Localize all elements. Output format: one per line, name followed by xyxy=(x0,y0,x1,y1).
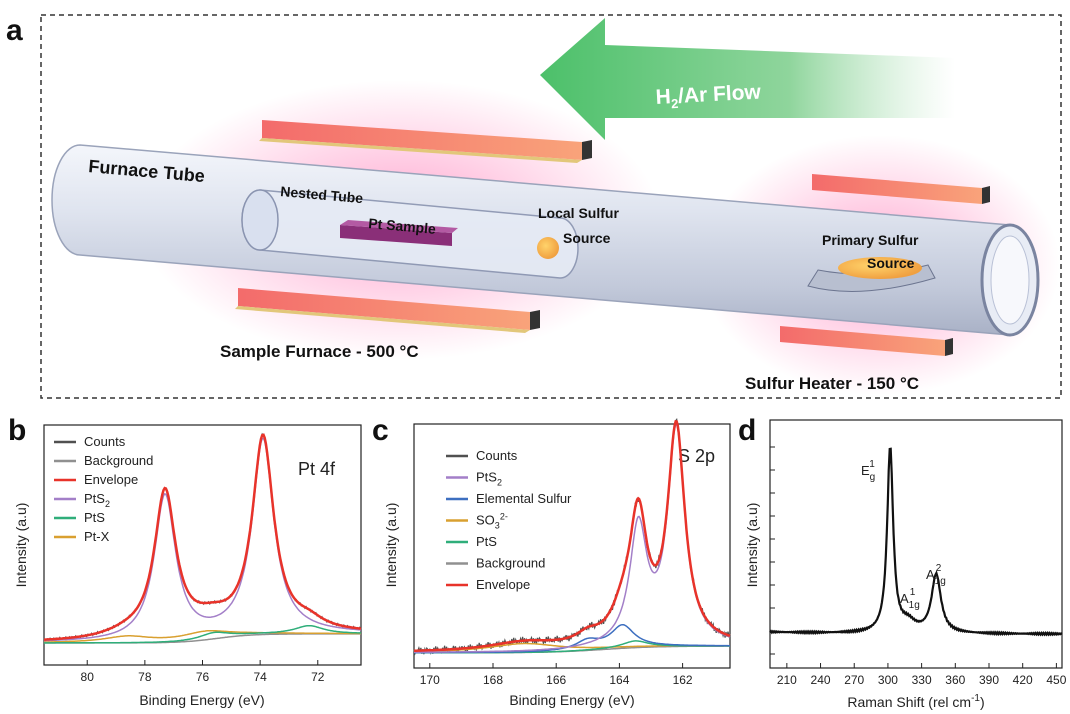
series-raman xyxy=(769,447,1063,637)
xtick-label: 76 xyxy=(196,670,210,684)
xtick-label: 240 xyxy=(811,673,831,687)
chart-d: d Raman Shift (rel cm-1) Intensity (a.u)… xyxy=(738,414,1067,710)
upper-sulfur-heater-end xyxy=(982,186,990,204)
xticks-b: 80 78 76 74 72 xyxy=(81,660,325,684)
pt-sample-top xyxy=(340,220,458,233)
ylabel-b: Intensity (a.u) xyxy=(13,503,29,588)
lower-sample-heater-edge xyxy=(235,306,530,333)
series-b xyxy=(43,432,362,644)
xtick-label: 330 xyxy=(912,673,932,687)
xtick-label: 80 xyxy=(81,670,95,684)
legend-label: Background xyxy=(84,453,153,468)
legend-label: Background xyxy=(476,556,545,571)
panel-letter-b: b xyxy=(8,414,26,447)
panel-letter-c: c xyxy=(372,414,389,447)
xtick-label: 390 xyxy=(979,673,999,687)
legend-label: Elemental Sulfur xyxy=(476,491,572,506)
local-sulfur-label-1: Local Sulfur xyxy=(538,205,619,221)
upper-sample-heater-end xyxy=(582,140,592,160)
upper-sulfur-heater xyxy=(812,174,982,204)
series-pts2 xyxy=(44,437,362,642)
xtick-label: 210 xyxy=(777,673,797,687)
series-d xyxy=(769,447,1063,637)
plot-frame-d xyxy=(769,419,1063,669)
panel-a: a H2/Ar Flow Furn xyxy=(6,14,1062,399)
xtick-label: 168 xyxy=(483,673,503,687)
series-pts xyxy=(44,624,362,644)
xtick-label: 300 xyxy=(878,673,898,687)
local-sulfur-label-2: Source xyxy=(563,230,611,246)
xlabel-b: Binding Energy (eV) xyxy=(139,692,264,708)
series-envelope xyxy=(44,433,362,641)
panel-letter-d: d xyxy=(738,414,756,447)
ylabel-d: Intensity (a.u) xyxy=(744,503,760,588)
xtick-label: 164 xyxy=(609,673,629,687)
chart-b: b Pt 4f Binding Energy (eV) Intensity (a… xyxy=(8,414,362,708)
corner-label-c: S 2p xyxy=(678,446,715,466)
panel-letter-a: a xyxy=(6,14,23,47)
legend-label: PtS2 xyxy=(84,491,110,509)
furnace-tube-inner xyxy=(990,235,1030,325)
series-c xyxy=(413,418,731,656)
flow-arrow xyxy=(540,18,955,140)
legend-c: Counts PtS2 Elemental Sulfur SO32- PtS Backgr… xyxy=(446,448,572,592)
pt-sample xyxy=(340,225,452,246)
nested-tube-opening xyxy=(241,189,279,251)
plot-frame-c xyxy=(413,423,731,669)
corner-label-b: Pt 4f xyxy=(298,459,336,479)
legend-label: Envelope xyxy=(476,577,530,592)
ylabel-c: Intensity (a.u) xyxy=(383,503,399,588)
peak-label-a1g1: A1g1 xyxy=(900,587,920,611)
lower-sulfur-heater-end xyxy=(945,338,953,356)
xtick-label: 270 xyxy=(844,673,864,687)
xtick-label: 78 xyxy=(138,670,152,684)
series-ptx xyxy=(43,629,361,643)
legend-label: Envelope xyxy=(84,472,138,487)
lower-sample-heater-end xyxy=(530,310,540,330)
legend-label: PtS xyxy=(476,534,497,549)
flow-label: H2/Ar Flow xyxy=(655,80,762,112)
peak-label-eg1: Eg1 xyxy=(861,459,875,483)
legend-label: Pt-X xyxy=(84,529,110,544)
sample-furnace-label: Sample Furnace - 500 °C xyxy=(220,342,419,361)
chart-c: c S 2p Binding Energy (eV) Intensity (a.… xyxy=(372,414,731,708)
panel-a-frame xyxy=(40,14,1062,399)
xlabel-c: Binding Energy (eV) xyxy=(509,692,634,708)
primary-sulfur-label-1: Primary Sulfur xyxy=(822,232,919,248)
xtick-label: 166 xyxy=(546,673,566,687)
lower-sulfur-heater xyxy=(780,326,945,356)
peak-label-a1g2: A1g2 xyxy=(926,563,946,587)
series-envelope xyxy=(413,420,731,653)
nested-tube-label: Nested Tube xyxy=(280,183,364,206)
local-sulfur-source xyxy=(537,237,559,259)
pt-sample-label: Pt Sample xyxy=(368,215,437,237)
legend-label: Counts xyxy=(84,434,126,449)
primary-sulfur-label-2: Source xyxy=(867,255,915,271)
upper-sample-heater xyxy=(262,120,582,160)
xtick-label: 170 xyxy=(420,673,440,687)
xtick-label: 450 xyxy=(1046,673,1066,687)
xtick-label: 72 xyxy=(311,670,325,684)
xticks-c: 170 168 166 164 162 xyxy=(420,663,693,687)
xlabel-d: Raman Shift (rel cm-1) xyxy=(847,693,984,710)
legend-label: PtS2 xyxy=(476,470,502,488)
primary-sulfur-source xyxy=(838,257,922,279)
xtick-label: 162 xyxy=(673,673,693,687)
xtick-label: 74 xyxy=(253,670,267,684)
lower-sample-heater xyxy=(238,288,530,330)
legend-label: SO32- xyxy=(476,512,508,531)
legend-label: Counts xyxy=(476,448,518,463)
xtick-label: 420 xyxy=(1013,673,1033,687)
xticks-d: 210 240 270 300 330 360 390 420 450 xyxy=(777,663,1067,687)
yticks-d xyxy=(770,446,775,655)
upper-sample-heater-edge xyxy=(259,138,582,163)
xtick-label: 360 xyxy=(945,673,965,687)
legend-label: PtS xyxy=(84,510,105,525)
sulfur-heater-label: Sulfur Heater - 150 °C xyxy=(745,374,919,393)
